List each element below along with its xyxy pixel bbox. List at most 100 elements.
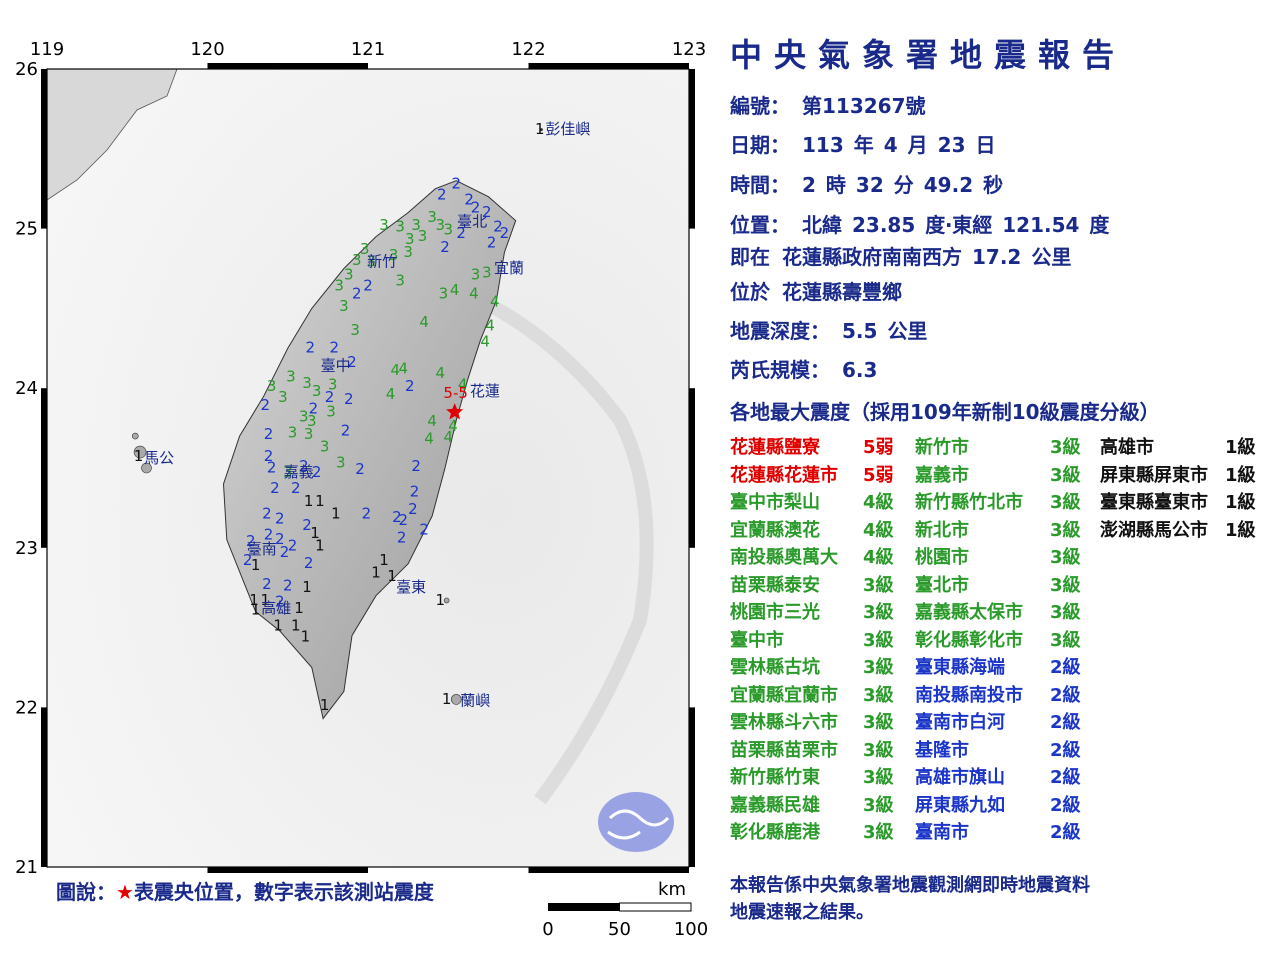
station-intensity: 1 xyxy=(134,447,144,465)
intensity-place: 新北市 xyxy=(915,519,969,541)
station-intensity: 2 xyxy=(437,185,447,203)
footer-line-1: 本報告係中央氣象署地震觀測網即時地震資料 xyxy=(730,875,1090,896)
station-intensity: 2 xyxy=(243,551,253,569)
city-label: 臺東 xyxy=(396,578,426,596)
station-intensity: 4 xyxy=(448,417,458,435)
station-intensity: 3 xyxy=(267,377,277,395)
intensity-level: 3級 xyxy=(1050,547,1081,568)
intensity-level: 1級 xyxy=(1225,519,1256,541)
station-intensity: 1 xyxy=(442,690,452,708)
report-time: 時間： 2 時 32 分 49.2 秒 xyxy=(730,169,1013,198)
legend-star-icon: ★ xyxy=(116,880,134,904)
epicenter-star-icon xyxy=(446,403,464,420)
frame-bar-right xyxy=(689,388,695,548)
scale-unit: km xyxy=(658,879,686,900)
scale-tick-label: 50 xyxy=(608,919,631,940)
intensity-place: 南投縣奧萬大 xyxy=(730,547,838,568)
intensity-place: 高雄市旗山 xyxy=(915,767,1005,788)
station-intensity: 2 xyxy=(471,198,481,216)
intensity-place: 桃園市 xyxy=(915,547,969,568)
station-intensity: 1 xyxy=(273,616,283,634)
station-intensity: 2 xyxy=(270,479,280,497)
station-intensity: 1 xyxy=(251,556,261,574)
station-intensity: 2 xyxy=(482,203,492,221)
number-label: 編號： xyxy=(730,94,790,118)
located-label: 位於 xyxy=(730,280,770,304)
station-intensity: 4 xyxy=(450,281,460,299)
intensity-place: 嘉義縣太保市 xyxy=(915,602,1023,623)
station-intensity: 1 xyxy=(331,505,341,523)
report-date: 日期： 113 年 4 月 23 日 xyxy=(730,129,1006,158)
intensity-row: 雲林縣古坑 3級 xyxy=(730,654,915,682)
intensity-place: 花蓮縣花蓮市 xyxy=(730,464,838,486)
intensity-level: 3級 xyxy=(1050,464,1081,486)
intensity-level: 5弱 xyxy=(863,464,894,486)
frame-bar-left xyxy=(41,69,47,229)
intensity-place: 澎湖縣馬公市 xyxy=(1100,519,1208,541)
city-label: 新竹 xyxy=(367,253,397,271)
station-intensity: 1 xyxy=(249,591,259,609)
intensity-row: 臺東縣臺東市 1級 xyxy=(1100,489,1270,517)
intensity-place: 屏東縣九如 xyxy=(915,794,1005,816)
city-label: 花蓮 xyxy=(470,382,500,400)
frame-bar-right xyxy=(689,69,695,229)
lat-tick-label: 25 xyxy=(15,219,38,240)
station-intensity: 3 xyxy=(283,463,293,481)
intensity-place: 花蓮縣鹽寮 xyxy=(730,437,820,458)
intensity-place: 宜蘭縣宜蘭市 xyxy=(730,684,838,706)
lanyu-island xyxy=(450,694,462,705)
station-intensity: 2 xyxy=(330,339,340,357)
epicenter-label: 5-5 xyxy=(443,384,468,402)
date-day: 23 xyxy=(937,133,966,157)
station-intensity: 2 xyxy=(262,505,272,523)
station-intensity: 2 xyxy=(411,457,421,475)
date-month-unit: 月 xyxy=(907,133,928,157)
station-intensity: 4 xyxy=(469,284,479,302)
date-month: 4 xyxy=(883,133,898,157)
station-intensity: 2 xyxy=(399,511,409,529)
relative-dist: 17.2 xyxy=(972,245,1022,269)
relative-unit: 公里 xyxy=(1031,245,1072,269)
station-intensity: 2 xyxy=(305,339,315,357)
station-intensity: 1 xyxy=(387,567,397,585)
station-intensity: 2 xyxy=(419,521,429,539)
intensity-level: 5弱 xyxy=(863,437,894,458)
frame-bar-top xyxy=(528,63,689,69)
intensity-level: 4級 xyxy=(863,519,894,541)
station-intensity: 2 xyxy=(275,509,285,527)
station-intensity: 2 xyxy=(267,458,277,476)
mag-value: 6.3 xyxy=(842,358,878,382)
intensity-row: 嘉義市 3級 xyxy=(915,462,1100,490)
intensity-place: 新竹市 xyxy=(915,437,969,458)
intensity-place: 宜蘭縣澳花 xyxy=(730,519,820,541)
map-panel: 119 120 121 122 123 26 25 24 23 22 21 2 2 2 2 3 3 3 2 2 2 2 2 3… xyxy=(15,39,708,940)
station-intensity: 2 xyxy=(363,276,373,294)
station-intensity: 3 xyxy=(278,388,288,406)
station-intensity: 1 xyxy=(261,591,271,609)
city-label: 臺中 xyxy=(321,356,351,374)
intensity-row: 桃園市三光 3級 xyxy=(730,599,915,627)
station-intensity: 4 xyxy=(490,292,500,310)
city-label: 嘉義 xyxy=(284,463,314,481)
intensity-level: 3級 xyxy=(1050,492,1081,513)
intensity-level: 4級 xyxy=(863,547,894,568)
city-label: 彭佳嶼 xyxy=(545,120,590,138)
city-label: 臺南 xyxy=(247,540,277,558)
station-intensity: 1 xyxy=(301,628,311,646)
station-intensity: 3 xyxy=(352,251,362,269)
lat-tick-label: 24 xyxy=(15,378,38,399)
lat-tick-label: 26 xyxy=(15,59,38,80)
station-intensity: 2 xyxy=(299,457,309,475)
station-intensity: 2 xyxy=(452,174,462,192)
station-intensity: 3 xyxy=(339,297,349,315)
station-intensity: 3 xyxy=(427,208,437,226)
station-intensity: 2 xyxy=(347,353,357,371)
intensity-heading: 各地最大震度（採用109年新制10級震度分級） xyxy=(730,400,1160,424)
intensity-row: 新竹縣竹東 3級 xyxy=(730,764,915,792)
depth-unit: 公里 xyxy=(887,319,928,343)
station-intensity: 4 xyxy=(458,375,468,393)
station-intensity: 2 xyxy=(493,217,503,235)
station-intensity: 2 xyxy=(341,422,351,440)
station-intensity: 2 xyxy=(302,516,312,534)
station-intensity: 1 xyxy=(379,551,389,569)
